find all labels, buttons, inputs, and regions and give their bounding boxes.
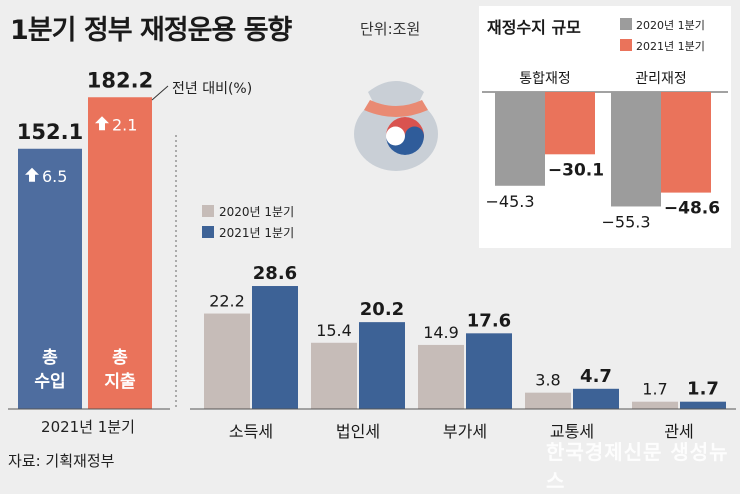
tax-bar-0-0 <box>204 313 250 409</box>
inset-title: 재정수지 규모 <box>487 18 581 37</box>
legend-swatch-0 <box>202 205 214 217</box>
tax-category-label: 교통세 <box>550 422 594 441</box>
page-title: 1분기 정부 재정운용 동향 <box>10 15 292 46</box>
tax-bar-4-1 <box>680 401 726 409</box>
total-bar-category-label: 수입 <box>34 372 65 392</box>
callout-line <box>151 85 169 101</box>
tax-bar-2-0 <box>418 344 464 409</box>
tax-value-label: 1.7 <box>642 380 667 399</box>
tax-value-label: 4.7 <box>580 366 612 387</box>
tax-bar-3-1 <box>573 388 619 409</box>
tax-value-label: 20.2 <box>360 299 404 320</box>
inset-legend-label-0: 2020년 1분기 <box>636 19 705 32</box>
tax-bar-1-1 <box>359 322 405 409</box>
yoy-callout-label: 전년 대비(%) <box>172 81 252 97</box>
legend-label-1: 2021년 1분기 <box>219 226 294 240</box>
tax-value-label: 3.8 <box>535 371 560 390</box>
inset-bar-0-1 <box>545 92 595 155</box>
tax-bar-2-1 <box>466 333 512 409</box>
inset-bar-1-1 <box>661 92 711 193</box>
left-x-label: 2021년 1분기 <box>41 418 135 436</box>
inset-bar-0-0 <box>495 92 545 186</box>
inset-value-label: −45.3 <box>485 192 534 211</box>
total-bar-0 <box>18 148 82 409</box>
tax-value-label: 28.6 <box>253 263 297 284</box>
up-arrow-icon <box>25 167 39 182</box>
tax-category-label: 부가세 <box>443 422 487 441</box>
inset-category-label: 통합재정 <box>519 71 571 87</box>
inset-category-label: 관리재정 <box>635 71 687 87</box>
legend-swatch-1 <box>202 226 214 238</box>
yoy-change-label-0: 6.5 <box>42 167 67 186</box>
total-value-label-1: 182.2 <box>87 68 153 92</box>
tax-bar-3-0 <box>525 392 571 409</box>
tax-value-label: 17.6 <box>467 310 511 331</box>
total-bar-category-label: 총 <box>112 348 128 368</box>
tax-value-label: 15.4 <box>316 321 352 340</box>
unit-label: 단위:조원 <box>360 20 421 38</box>
source-note: 자료: 기획재정부 <box>8 452 115 470</box>
tax-category-label: 소득세 <box>229 422 273 441</box>
inset-bar-1-0 <box>611 92 661 207</box>
legend-label-0: 2020년 1분기 <box>219 205 294 219</box>
yoy-change-label-1: 2.1 <box>112 115 137 134</box>
watermark-text: 한국경제신문 생성뉴스 <box>546 440 729 493</box>
inset-legend-label-1: 2021년 1분기 <box>636 40 705 53</box>
total-bar-category-label: 총 <box>42 348 58 368</box>
tax-value-label: 14.9 <box>423 323 459 342</box>
inset-value-label: −55.3 <box>601 212 650 231</box>
inset-value-label: −30.1 <box>548 160 604 180</box>
up-arrow-icon <box>95 116 109 131</box>
inset-legend-swatch-0 <box>620 18 632 30</box>
inset-value-label: −48.6 <box>664 199 720 219</box>
inset-legend-swatch-1 <box>620 39 632 51</box>
tax-bar-1-0 <box>311 342 357 409</box>
tax-bar-0-1 <box>252 286 298 409</box>
tax-value-label: 22.2 <box>209 292 245 311</box>
tax-bar-4-0 <box>632 401 678 409</box>
tax-category-label: 법인세 <box>336 422 380 441</box>
money-bag-icon <box>354 81 438 171</box>
tax-category-label: 관세 <box>664 422 693 441</box>
total-bar-category-label: 지출 <box>104 372 136 392</box>
total-value-label-0: 152.1 <box>17 120 83 144</box>
total-bar-1 <box>88 97 152 409</box>
tax-value-label: 1.7 <box>687 379 719 400</box>
